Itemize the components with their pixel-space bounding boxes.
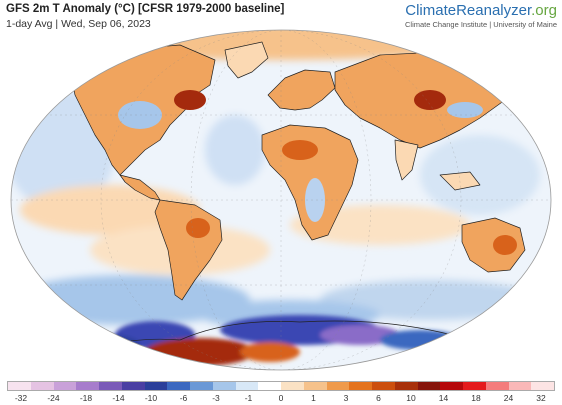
legend-tick-label: -3	[212, 393, 220, 403]
legend-swatch	[531, 382, 554, 390]
map-title: GFS 2m T Anomaly (°C) [CFSR 1979-2000 ba…	[6, 3, 285, 15]
legend-swatch	[463, 382, 486, 390]
legend-tick-label: 6	[376, 393, 381, 403]
legend-swatch	[53, 382, 77, 390]
globe-outline	[10, 29, 552, 371]
brand-logo[interactable]: ClimateReanalyzer.org Climate Change Ins…	[405, 2, 557, 29]
legend-swatch	[349, 382, 372, 390]
legend-swatch	[326, 382, 350, 390]
legend-tick-label: 1	[311, 393, 316, 403]
legend-tick-label: -18	[79, 393, 93, 403]
legend-swatch	[8, 382, 31, 390]
legend-tick-label: 14	[438, 393, 449, 403]
india	[394, 139, 419, 181]
legend-swatch	[190, 382, 213, 390]
legend-swatch	[281, 382, 304, 390]
legend-swatch	[30, 382, 54, 390]
europe	[267, 69, 336, 111]
legend-swatch	[235, 382, 259, 390]
greenland	[224, 41, 269, 79]
brand-institution: Climate Change Institute | University of…	[404, 20, 557, 29]
legend-swatch	[212, 382, 236, 390]
legend-tick-label: -14	[112, 393, 125, 403]
legend-swatch	[417, 382, 441, 390]
color-scale-ticks: -32 -24 -18 -14 -10 -6 -3 -1 0 1 3 6 10 14 18 24 32	[7, 393, 555, 405]
legend-tick-label: 32	[536, 393, 546, 403]
graticule	[11, 30, 551, 370]
legend-tick-label: -32	[14, 393, 28, 403]
legend-tick-label: -1	[244, 393, 253, 403]
legend-swatch	[144, 382, 168, 390]
legend-swatch	[394, 382, 418, 390]
legend-swatch	[258, 382, 281, 390]
brand-name-main: ClimateReanalyzer	[405, 2, 532, 19]
legend-swatch	[372, 382, 395, 390]
legend-swatch	[303, 382, 327, 390]
legend-tick-label: 24	[503, 393, 514, 403]
legend-tick-label: -24	[47, 393, 60, 403]
legend-tick-label: 3	[343, 393, 349, 403]
legend-swatch	[508, 382, 532, 390]
legend-tick-label: -10	[144, 393, 158, 403]
brand-name-suffix: .org	[531, 2, 557, 19]
map-subtitle: 1-day Avg | Wed, Sep 06, 2023	[6, 18, 151, 30]
legend-swatch	[76, 382, 99, 390]
legend-tick-label: 18	[471, 393, 481, 403]
legend-tick-label: 10	[406, 393, 416, 403]
legend-swatch	[99, 382, 122, 390]
legend-swatch	[485, 382, 509, 390]
legend-swatch	[121, 382, 145, 390]
legend-swatch	[167, 382, 190, 390]
legend-swatch	[440, 382, 463, 390]
legend-tick-label: 0	[278, 393, 284, 403]
color-scale-bar	[7, 381, 555, 391]
new-zealand	[532, 274, 541, 293]
legend-tick-label: -6	[179, 393, 188, 403]
central-america	[119, 174, 161, 201]
